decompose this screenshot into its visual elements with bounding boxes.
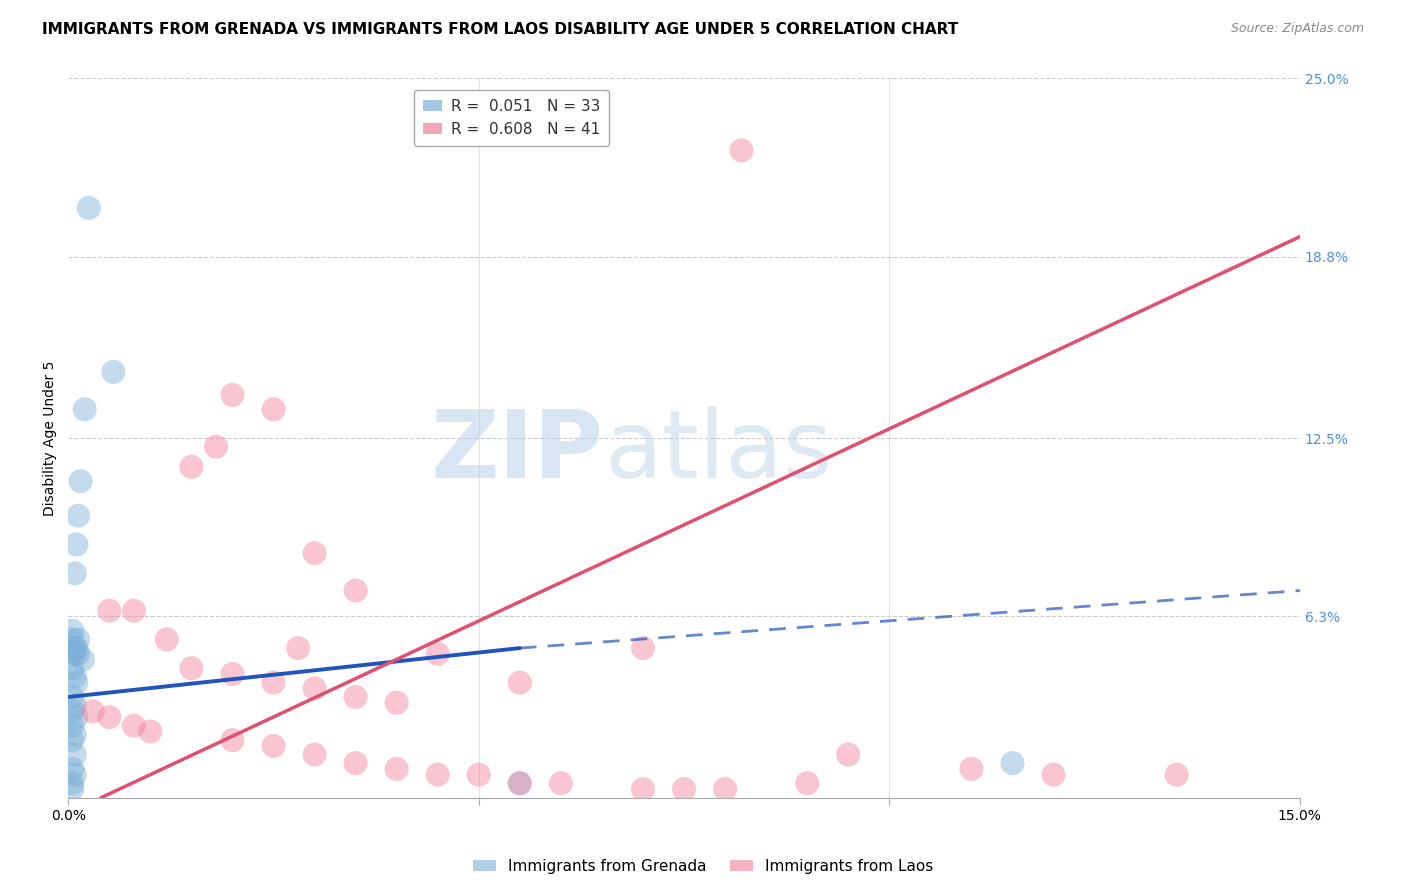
Point: [263, 675, 285, 690]
Point: [67, 647, 90, 661]
Point: [63, 670, 86, 684]
Text: atlas: atlas: [605, 407, 832, 499]
Point: [60, 719, 83, 733]
Point: [65, 675, 87, 690]
Point: [304, 747, 326, 762]
Point: [304, 546, 326, 560]
Point: [385, 696, 408, 710]
Point: [221, 388, 243, 402]
Point: [60, 661, 83, 675]
Point: [287, 641, 309, 656]
Point: [60, 624, 83, 638]
Y-axis label: Disability Age Under 5: Disability Age Under 5: [44, 360, 58, 516]
Point: [180, 661, 202, 675]
Point: [796, 776, 818, 790]
Point: [344, 690, 367, 704]
Point: [426, 647, 449, 661]
Point: [63, 647, 86, 661]
Point: [65, 537, 87, 551]
Point: [63, 698, 86, 713]
Point: [509, 776, 531, 790]
Point: [63, 767, 86, 781]
Legend: Immigrants from Grenada, Immigrants from Laos: Immigrants from Grenada, Immigrants from…: [467, 853, 939, 880]
Point: [65, 641, 87, 656]
Point: [139, 724, 162, 739]
Point: [426, 767, 449, 781]
Point: [69, 474, 91, 488]
Point: [60, 733, 83, 747]
Point: [221, 733, 243, 747]
Point: [67, 632, 90, 647]
Point: [63, 566, 86, 581]
Legend: R =  0.051   N = 33, R =  0.608   N = 41: R = 0.051 N = 33, R = 0.608 N = 41: [413, 90, 609, 145]
Point: [60, 705, 83, 719]
Point: [730, 144, 752, 158]
Point: [60, 632, 83, 647]
Point: [103, 365, 125, 379]
Point: [837, 747, 859, 762]
Point: [960, 762, 983, 776]
Point: [263, 402, 285, 417]
Point: [60, 782, 83, 797]
Point: [304, 681, 326, 696]
Point: [1001, 756, 1024, 771]
Point: [60, 762, 83, 776]
Point: [673, 782, 696, 797]
Point: [1042, 767, 1064, 781]
Point: [631, 782, 654, 797]
Point: [98, 604, 121, 618]
Point: [122, 604, 145, 618]
Point: [63, 641, 86, 656]
Point: [344, 583, 367, 598]
Point: [263, 739, 285, 753]
Point: [550, 776, 572, 790]
Point: [65, 710, 87, 724]
Point: [509, 675, 531, 690]
Point: [1166, 767, 1188, 781]
Point: [98, 710, 121, 724]
Point: [344, 756, 367, 771]
Point: [63, 747, 86, 762]
Point: [221, 667, 243, 681]
Point: [60, 776, 83, 790]
Point: [180, 459, 202, 474]
Point: [72, 652, 94, 666]
Point: [77, 201, 100, 215]
Point: [714, 782, 737, 797]
Text: ZIP: ZIP: [432, 407, 605, 499]
Point: [60, 647, 83, 661]
Text: Source: ZipAtlas.com: Source: ZipAtlas.com: [1230, 22, 1364, 36]
Point: [67, 508, 90, 523]
Text: IMMIGRANTS FROM GRENADA VS IMMIGRANTS FROM LAOS DISABILITY AGE UNDER 5 CORRELATI: IMMIGRANTS FROM GRENADA VS IMMIGRANTS FR…: [42, 22, 959, 37]
Point: [73, 402, 96, 417]
Point: [631, 641, 654, 656]
Point: [205, 440, 228, 454]
Point: [156, 632, 179, 647]
Point: [385, 762, 408, 776]
Point: [82, 705, 104, 719]
Point: [122, 719, 145, 733]
Point: [60, 690, 83, 704]
Point: [468, 767, 491, 781]
Point: [509, 776, 531, 790]
Point: [63, 727, 86, 741]
